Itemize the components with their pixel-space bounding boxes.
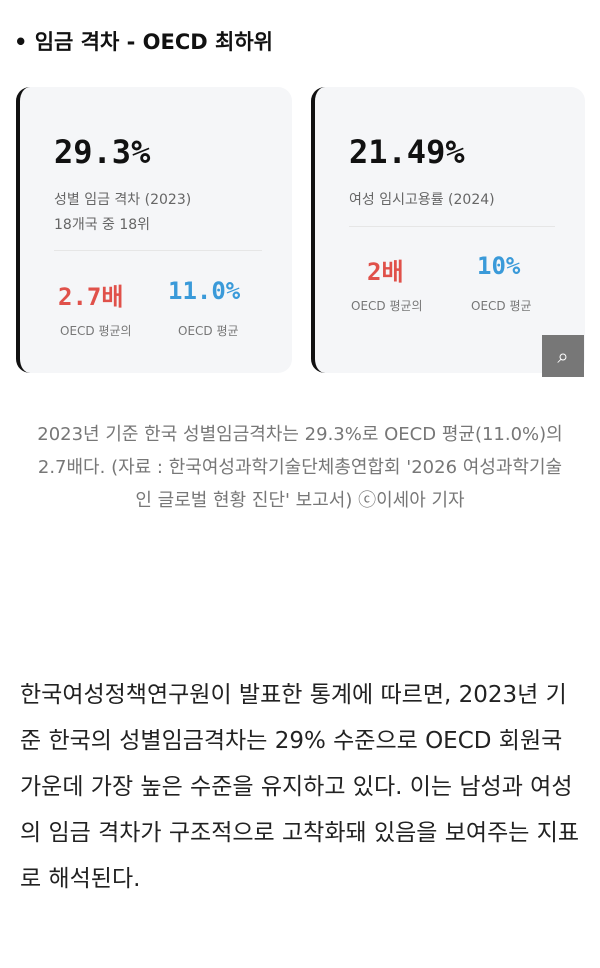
divider xyxy=(349,226,555,227)
wage-gap-label: 성별 임금 격차 (2023) xyxy=(54,192,192,208)
wage-gap-card: 29.3% 성별 임금 격차 (2023) 18개국 중 18위 2.7배 11… xyxy=(16,87,292,373)
oecd-avg-stat: 10% xyxy=(477,252,521,280)
ratio-label: OECD 평균의 xyxy=(351,299,423,313)
temp-employment-card: 21.49% 여성 임시고용률 (2024) 2배 10% OECD 평균의 O… xyxy=(311,87,585,373)
image-caption: 2023년 기준 한국 성별임금격차는 29.3%로 OECD 평균(11.0%… xyxy=(37,424,563,511)
oecd-avg-label: OECD 평균 xyxy=(178,324,239,338)
zoom-in-icon[interactable]: ⌕ xyxy=(542,335,584,377)
oecd-avg-stat: 11.0% xyxy=(168,277,241,305)
ratio-stat: 2.7배 xyxy=(58,283,124,311)
ratio-label: OECD 평균의 xyxy=(60,324,132,338)
temp-employment-value: 21.49% xyxy=(349,133,465,171)
temp-employment-label: 여성 임시고용률 (2024) xyxy=(349,192,495,208)
oecd-avg-label: OECD 평균 xyxy=(471,299,532,313)
section-title: • 임금 격차 - OECD 최하위 xyxy=(14,30,273,54)
infographic-image: 29.3% 성별 임금 격차 (2023) 18개국 중 18위 2.7배 11… xyxy=(0,80,600,380)
wage-gap-value: 29.3% xyxy=(54,133,151,171)
divider xyxy=(54,250,262,251)
wage-gap-rank: 18개국 중 18위 xyxy=(54,217,151,233)
ratio-stat: 2배 xyxy=(367,258,404,286)
article-paragraph: 한국여성정책연구원이 발표한 통계에 따르면, 2023년 기준 한국의 성별임… xyxy=(20,682,580,892)
